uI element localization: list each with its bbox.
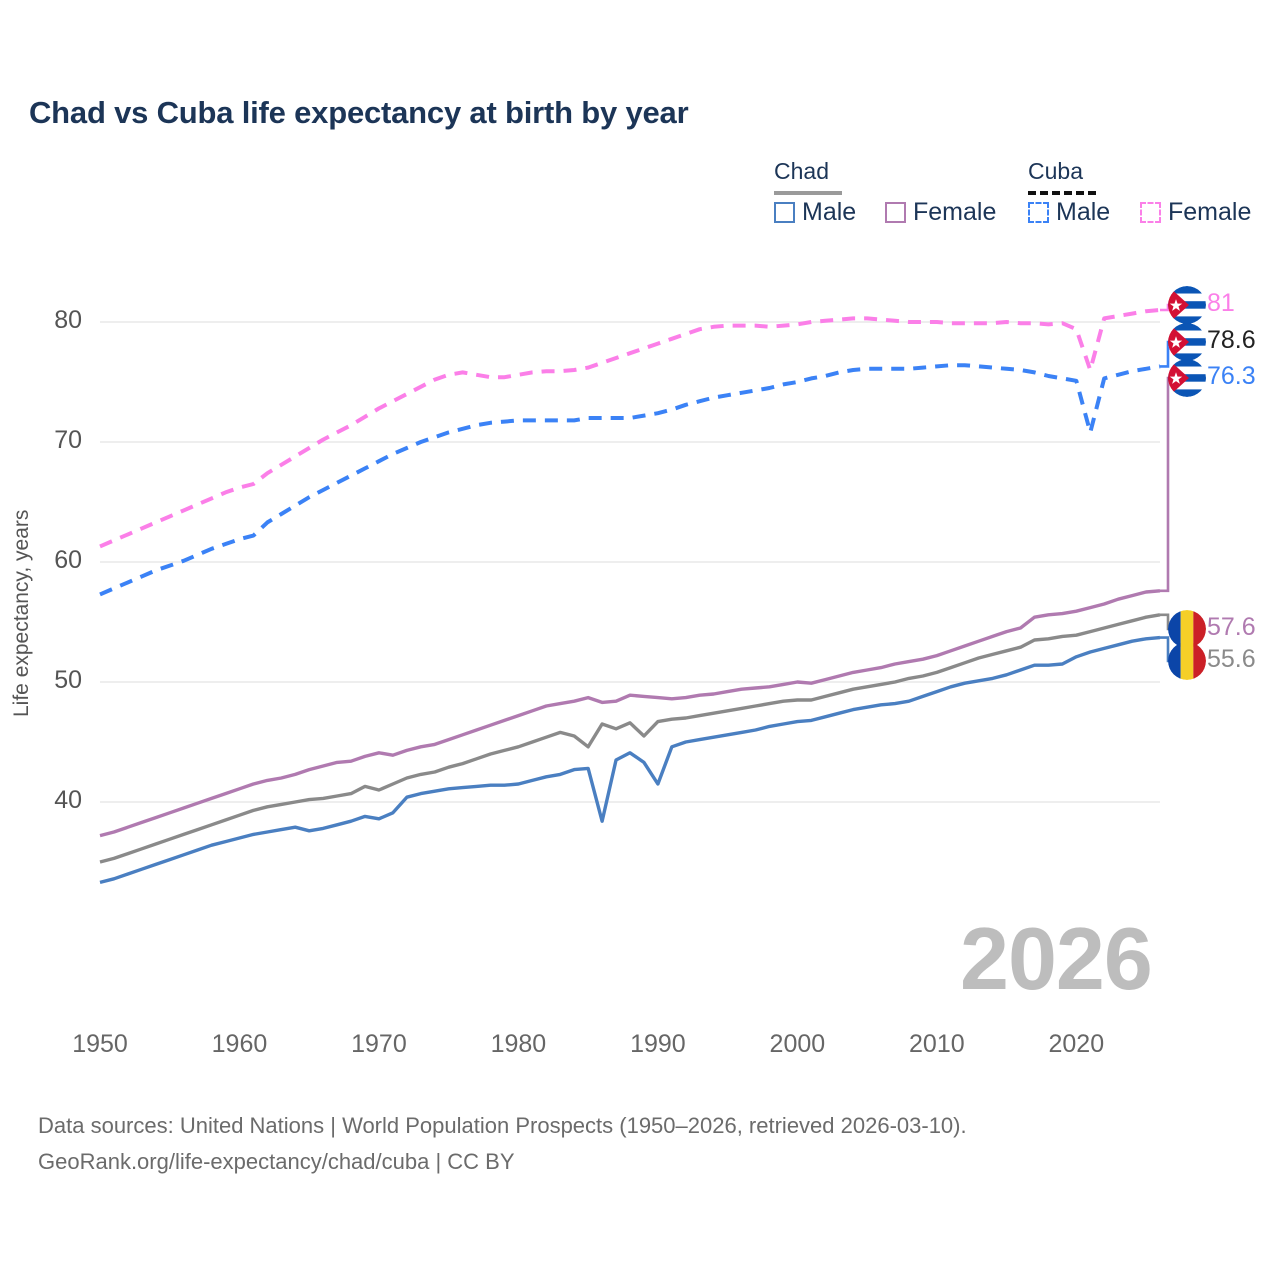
watermark-year: 2026 bbox=[960, 909, 1153, 1008]
legend-item-chad-male[interactable]: Male bbox=[774, 198, 856, 227]
legend-group-title-chad: Chad bbox=[774, 158, 829, 184]
gridlines bbox=[100, 321, 1160, 803]
cuba-flag-icon bbox=[1168, 286, 1206, 324]
x-tick-label: 2000 bbox=[769, 1030, 826, 1058]
y-tick-label: 80 bbox=[54, 306, 82, 334]
end-label-connector bbox=[1160, 376, 1174, 593]
series-line bbox=[99, 613, 1161, 864]
series-line bbox=[99, 589, 1161, 838]
series-paths bbox=[99, 308, 1161, 885]
legend-swatch-icon bbox=[1140, 202, 1161, 223]
x-tick-label: 1950 bbox=[72, 1030, 128, 1058]
legend-item-cuba-female[interactable]: Female bbox=[1140, 198, 1251, 227]
end-value-label: 81 bbox=[1207, 289, 1235, 317]
legend-swatch-icon bbox=[1028, 202, 1049, 223]
cuba-flag-icon bbox=[1168, 359, 1206, 397]
x-tick-label: 2010 bbox=[909, 1030, 965, 1058]
x-tick-label: 1970 bbox=[351, 1030, 407, 1058]
chad-flag-icon bbox=[1168, 642, 1206, 680]
cuba-flag-icon bbox=[1168, 323, 1206, 361]
legend-group-rule-cuba bbox=[1028, 191, 1096, 195]
chart-legend: Chad Cuba Male Female Male Female bbox=[760, 158, 1260, 238]
legend-item-chad-female[interactable]: Female bbox=[885, 198, 996, 227]
y-tick-label: 60 bbox=[54, 546, 82, 574]
series-line bbox=[99, 308, 1161, 549]
chad-flag-icon bbox=[1168, 610, 1206, 648]
footer-data-sources: Data sources: United Nations | World Pop… bbox=[38, 1113, 967, 1138]
legend-item-label: Female bbox=[1168, 198, 1252, 226]
footer-attribution: GeoRank.org/life-expectancy/chad/cuba | … bbox=[38, 1149, 515, 1174]
x-tick-label: 1980 bbox=[490, 1030, 547, 1058]
series-line bbox=[99, 635, 1161, 885]
connector-lines bbox=[1160, 303, 1174, 663]
y-tick-label: 50 bbox=[54, 666, 82, 694]
end-value-label: 57.6 bbox=[1207, 613, 1256, 641]
x-tick-label: 1990 bbox=[630, 1030, 686, 1058]
end-value-label: 55.6 bbox=[1207, 645, 1256, 673]
legend-item-label: Female bbox=[913, 198, 997, 226]
legend-group-title-cuba: Cuba bbox=[1028, 158, 1083, 184]
legend-item-label: Male bbox=[802, 198, 857, 226]
legend-item-label: Male bbox=[1056, 198, 1111, 226]
legend-swatch-icon bbox=[774, 202, 795, 223]
x-tick-label: 2020 bbox=[1048, 1030, 1105, 1058]
series-line bbox=[99, 363, 1161, 597]
legend-group-rule-chad bbox=[774, 191, 842, 195]
legend-item-cuba-male[interactable]: Male bbox=[1028, 198, 1110, 227]
footer: Data sources: United Nations | World Pop… bbox=[38, 1108, 967, 1180]
page-title: Chad vs Cuba life expectancy at birth by… bbox=[29, 95, 689, 130]
y-tick-label: 40 bbox=[54, 786, 82, 814]
legend-swatch-icon bbox=[885, 202, 906, 223]
end-value-label: 78.6 bbox=[1207, 326, 1256, 354]
y-tick-label: 70 bbox=[54, 426, 82, 454]
end-value-label: 76.3 bbox=[1207, 362, 1256, 390]
x-tick-label: 1960 bbox=[211, 1030, 268, 1058]
